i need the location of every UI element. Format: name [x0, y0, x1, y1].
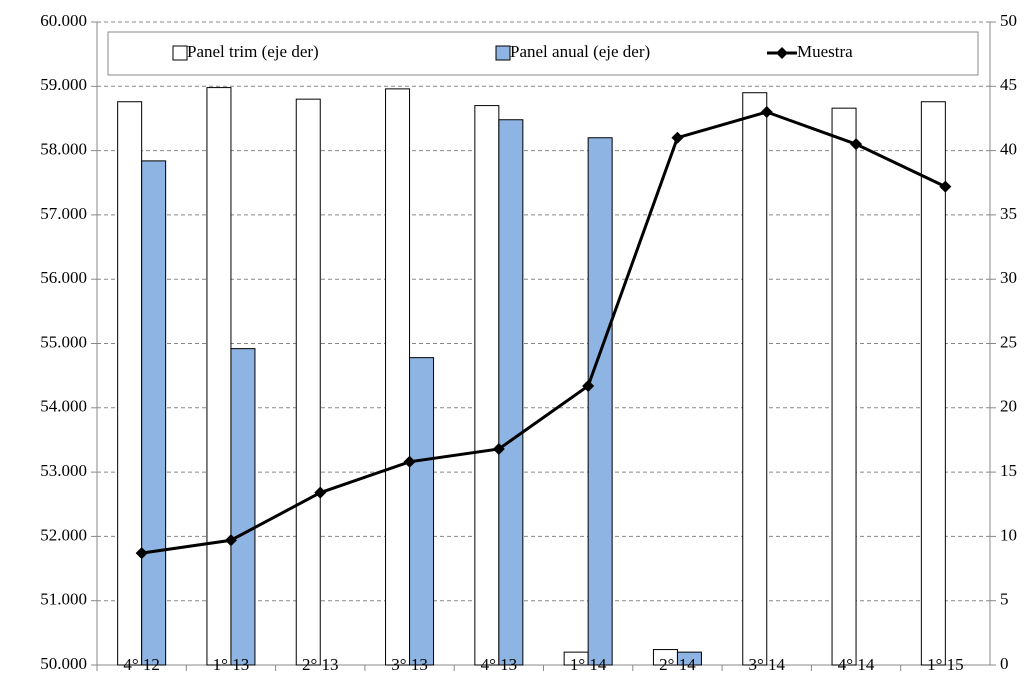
y-tick-label: 51.000 — [40, 590, 87, 609]
bar — [230, 348, 256, 666]
y-tick-label: 55.000 — [40, 332, 87, 351]
y2-tick-label: 10 — [1000, 525, 1017, 544]
marker — [224, 534, 237, 547]
y2-tick-label: 15 — [1000, 461, 1017, 480]
legend-label: Muestra — [797, 42, 853, 61]
y-tick-label: 53.000 — [40, 461, 87, 480]
bar — [474, 105, 500, 666]
y-tick-label: 50.000 — [40, 654, 87, 673]
marker — [939, 180, 952, 193]
legend-label: Panel trim (eje der) — [187, 42, 319, 61]
y2-tick-label: 50 — [1000, 11, 1017, 30]
x-tick-label: 1° 13 — [213, 655, 250, 674]
bar — [498, 119, 524, 666]
legend-label: Panel anual (eje der) — [510, 42, 650, 61]
marker — [671, 131, 684, 144]
x-tick-label: 3° 14 — [748, 655, 785, 674]
bar — [295, 98, 321, 666]
y-tick-label: 57.000 — [40, 204, 87, 223]
x-tick-label: 3° 13 — [391, 655, 428, 674]
y2-tick-label: 20 — [1000, 397, 1017, 416]
legend-marker — [776, 47, 788, 59]
y-tick-label: 59.000 — [40, 75, 87, 94]
x-tick-label: 4° 14 — [838, 655, 875, 674]
marker — [135, 547, 148, 560]
y2-tick-label: 0 — [1000, 654, 1009, 673]
marker — [314, 486, 327, 499]
bar — [206, 87, 232, 666]
marker — [582, 379, 595, 392]
line — [141, 110, 946, 555]
bar — [920, 101, 946, 666]
y2-tick-label: 5 — [1000, 590, 1009, 609]
x-tick-label: 2° 14 — [659, 655, 696, 674]
marker — [760, 106, 773, 119]
legend-swatch — [495, 45, 511, 61]
x-tick-label: 2° 13 — [302, 655, 339, 674]
marker — [850, 138, 863, 151]
bar — [831, 107, 857, 666]
legend-swatch — [172, 45, 188, 61]
marker — [403, 455, 416, 468]
y2-tick-label: 25 — [1000, 332, 1017, 351]
y-tick-label: 54.000 — [40, 397, 87, 416]
bar — [385, 88, 411, 666]
bar — [587, 137, 613, 666]
y2-tick-label: 45 — [1000, 75, 1017, 94]
x-tick-label: 1° 15 — [927, 655, 964, 674]
y-tick-label: 52.000 — [40, 525, 87, 544]
legend-box — [107, 31, 979, 76]
bar — [117, 101, 143, 666]
marker — [492, 442, 505, 455]
bar — [676, 651, 702, 666]
x-tick-label: 1° 14 — [570, 655, 607, 674]
y2-tick-label: 40 — [1000, 140, 1017, 159]
bar — [141, 160, 167, 666]
y-tick-label: 58.000 — [40, 140, 87, 159]
bar — [742, 92, 768, 666]
bar — [409, 357, 435, 666]
y2-tick-label: 30 — [1000, 268, 1017, 287]
x-tick-label: 4° 12 — [123, 655, 160, 674]
y-tick-label: 56.000 — [40, 268, 87, 287]
y2-tick-label: 35 — [1000, 204, 1017, 223]
y-tick-label: 60.000 — [40, 11, 87, 30]
x-tick-label: 4° 13 — [481, 655, 518, 674]
legend: Panel trim (eje der) Panel anual (eje der… — [107, 31, 979, 76]
